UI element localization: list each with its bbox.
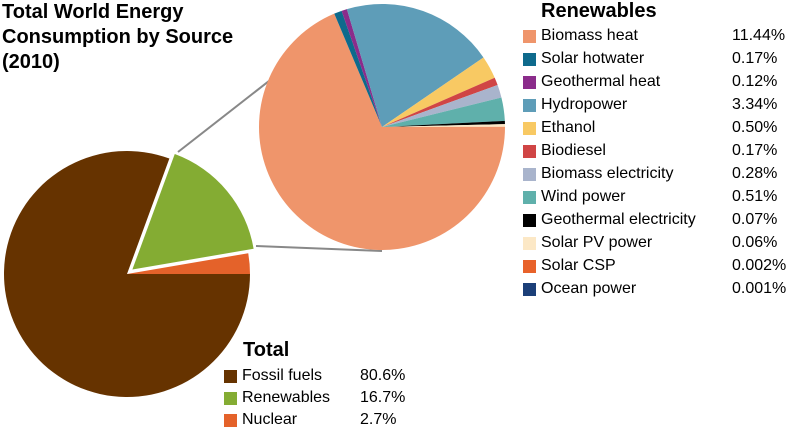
legend-swatch: [523, 53, 536, 66]
slice-geothermal-heat: [341, 9, 382, 128]
legend-swatch: [224, 392, 237, 405]
renewables-legend-title: Renewables: [541, 0, 657, 22]
legend-swatch: [523, 260, 536, 273]
legend-swatch: [523, 122, 536, 135]
connector-line: [255, 245, 383, 252]
legend-value: 2.7%: [360, 411, 397, 428]
legend-swatch: [523, 237, 536, 250]
slice-hydropower: [346, 4, 484, 128]
legend-label: Solar PV power: [541, 234, 653, 251]
slice-ethanol: [382, 57, 495, 128]
chart-title: Total World Energy Consumption by Source…: [2, 0, 233, 75]
legend-label: Solar hotwater: [541, 50, 645, 67]
legend-value: 0.51%: [732, 188, 778, 205]
legend-value: 0.001%: [732, 280, 787, 297]
legend-swatch: [523, 145, 536, 158]
legend-label: Ethanol: [541, 119, 596, 136]
legend-label: Renewables: [242, 389, 331, 406]
legend-swatch: [224, 370, 237, 383]
legend-value: 0.50%: [732, 119, 778, 136]
legend-swatch: [523, 283, 536, 296]
legend-label: Geothermal heat: [541, 73, 661, 90]
legend-value: 0.12%: [732, 73, 778, 90]
legend-value: 0.002%: [732, 257, 787, 274]
legend-label: Fossil fuels: [242, 367, 323, 384]
legend-value: 3.34%: [732, 96, 778, 113]
legend-label: Geothermal electricity: [541, 211, 696, 228]
legend-value: 0.17%: [732, 50, 778, 67]
legend-label: Ocean power: [541, 280, 637, 297]
legend-swatch: [523, 214, 536, 227]
slice-solar-hotwater: [334, 10, 382, 127]
total-legend-title: Total: [243, 339, 290, 361]
slice-nuclear: [127, 253, 250, 274]
legend-value: 0.17%: [732, 142, 778, 159]
legend-swatch: [523, 99, 536, 112]
slice-wind-power: [382, 97, 505, 127]
legend-label: Solar CSP: [541, 257, 616, 274]
slice-renewables: [132, 154, 254, 270]
legend-value: 11.44%: [732, 27, 786, 44]
legend-label: Biodiesel: [541, 142, 606, 159]
legend-label: Wind power: [541, 188, 626, 205]
title-line: Total World Energy: [2, 1, 184, 23]
slice-geothermal-electricity: [382, 120, 505, 127]
slice-biomass-heat: [258, 13, 505, 250]
slice-biomass-electricity: [382, 85, 502, 127]
legend-swatch: [523, 168, 536, 181]
legend-value: 0.06%: [732, 234, 778, 251]
legend-swatch: [224, 414, 237, 427]
legend-value: 16.7%: [360, 389, 406, 406]
legend-value: 0.07%: [732, 211, 778, 228]
legend-swatch: [523, 191, 536, 204]
legend-value: 80.6%: [360, 367, 406, 384]
legend-label: Biomass heat: [541, 27, 638, 44]
title-line: Consumption by Source: [2, 26, 234, 48]
slice-fossil-fuels: [4, 151, 251, 398]
legend-swatch: [523, 76, 536, 89]
legend-label: Hydropower: [541, 96, 628, 113]
legend-label: Biomass electricity: [541, 165, 674, 182]
legend-value: 0.28%: [732, 165, 778, 182]
slice-biodiesel: [382, 77, 498, 127]
title-line: (2010): [2, 51, 60, 73]
legend-swatch: [523, 30, 536, 43]
legend-label: Nuclear: [242, 411, 298, 428]
slice-solar-pv-power: [382, 124, 505, 127]
